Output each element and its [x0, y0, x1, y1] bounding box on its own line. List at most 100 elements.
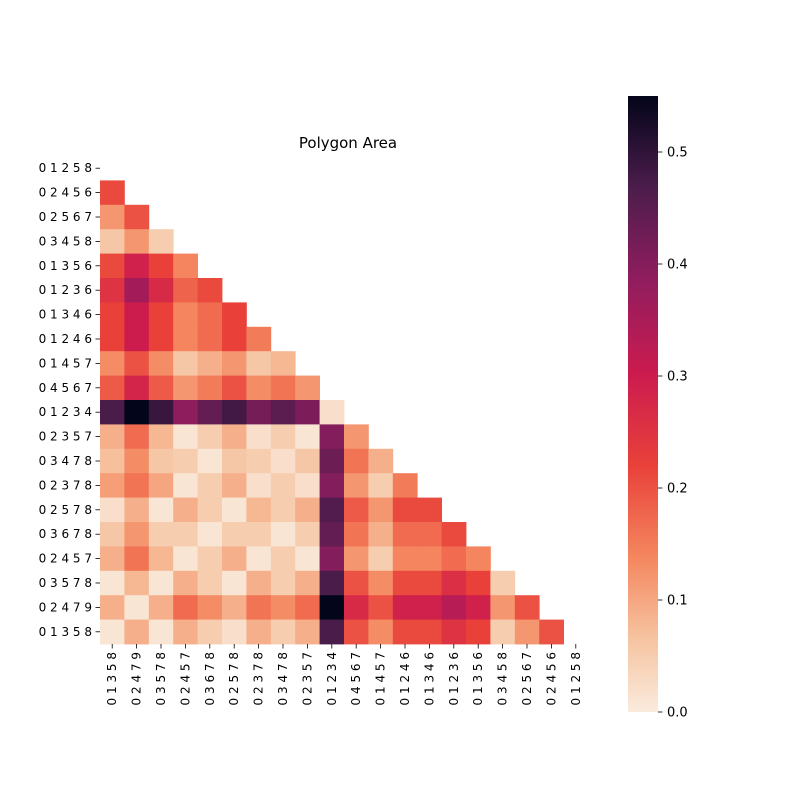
heatmap-cell: [124, 253, 150, 279]
heatmap-cell: [124, 229, 150, 254]
heatmap-cell: [319, 619, 345, 645]
heatmap-cell: [344, 595, 369, 620]
heatmap-cell: [319, 424, 345, 450]
row-tick-label: 0 2 4 5 6: [39, 186, 92, 200]
row-tick-labels: 0 1 2 5 8 0 2 4 5 6 0 2 5 6 7 0 3 4 5 8 0 1 …: [39, 161, 100, 639]
heatmap-cell: [319, 448, 345, 474]
heatmap-cell: [295, 448, 320, 474]
heatmap-cell: [173, 400, 198, 425]
row-tick-label: 0 2 5 6 7: [39, 210, 92, 224]
heatmap-cell: [295, 522, 320, 547]
heatmap-cell: [392, 595, 418, 620]
heatmap-cell: [270, 351, 296, 376]
heatmap-cell: [100, 473, 125, 498]
column-tick-label: 0 2 3 7 8: [252, 652, 266, 705]
heatmap-cell: [222, 302, 247, 328]
column-tick-label: 0 2 5 6 7: [520, 652, 534, 705]
heatmap-cell: [368, 522, 394, 547]
heatmap-cell: [368, 619, 394, 645]
heatmap-cell: [197, 473, 223, 498]
heatmap-cell: [197, 326, 223, 352]
heatmap-cell: [319, 570, 345, 596]
heatmap-cell: [100, 619, 125, 645]
heatmap-cell: [344, 448, 369, 474]
heatmap-cell: [539, 619, 564, 645]
heatmap-cell: [344, 619, 369, 645]
heatmap-cell: [100, 424, 125, 450]
heatmap-cell: [270, 424, 296, 450]
heatmap-cell: [392, 619, 418, 645]
heatmap-cell: [344, 497, 369, 523]
heatmap-cell: [197, 424, 223, 450]
heatmap-cell: [270, 546, 296, 572]
heatmap-cell: [222, 400, 247, 425]
heatmap-cell: [295, 400, 320, 425]
heatmap-cell: [295, 570, 320, 596]
row-tick-label: 0 2 5 7 8: [39, 503, 92, 517]
heatmap-cell: [124, 546, 150, 572]
heatmap-cell: [100, 546, 125, 572]
heatmap-cell: [148, 473, 174, 498]
heatmap-cell: [490, 570, 516, 596]
heatmap-cell: [368, 497, 394, 523]
heatmap-cell: [100, 570, 125, 596]
heatmap-cell: [295, 375, 320, 401]
column-tick-label: 0 1 2 5 8: [569, 652, 583, 705]
heatmap-cell: [173, 351, 198, 376]
heatmap-cell: [100, 278, 125, 303]
heatmap-cell: [466, 619, 491, 645]
heatmap-cell: [148, 326, 174, 352]
heatmap-cell: [124, 595, 150, 620]
heatmap-cell: [295, 424, 320, 450]
colorbar-tick-label: 0.1: [667, 594, 688, 609]
heatmap-cell: [124, 351, 150, 376]
heatmap-cell: [222, 448, 247, 474]
heatmap-cell: [319, 473, 345, 498]
heatmap-cell: [222, 619, 247, 645]
heatmap-cell: [222, 326, 247, 352]
heatmap-cell: [148, 302, 174, 328]
column-tick-label: 0 2 5 7 8: [227, 652, 241, 705]
row-tick-label: 0 1 3 4 6: [39, 308, 92, 322]
column-tick-label: 0 3 6 7 8: [203, 652, 217, 705]
heatmap-cell: [246, 400, 272, 425]
heatmap-cell: [246, 619, 272, 645]
heatmap-cell: [246, 351, 272, 376]
heatmap-cell: [417, 595, 442, 620]
heatmap-cell: [270, 473, 296, 498]
heatmap-cell: [124, 570, 150, 596]
heatmap-cell: [295, 595, 320, 620]
column-tick-label: 0 1 2 3 4: [325, 652, 339, 705]
heatmap-cell: [100, 253, 125, 279]
heatmap-cell: [173, 278, 198, 303]
row-tick-label: 0 2 4 5 7: [39, 552, 92, 566]
heatmap-cell: [148, 400, 174, 425]
row-tick-label: 0 3 5 7 8: [39, 576, 92, 590]
heatmap-cell: [197, 619, 223, 645]
column-tick-label: 0 2 3 5 7: [300, 652, 314, 705]
heatmap-cell: [148, 570, 174, 596]
heatmap-cell: [100, 595, 125, 620]
heatmap-cell: [344, 424, 369, 450]
heatmap-cell: [246, 473, 272, 498]
heatmap-cell: [270, 619, 296, 645]
heatmap-cell: [148, 253, 174, 279]
row-tick-label: 0 2 3 5 7: [39, 430, 92, 444]
heatmap-cell: [295, 497, 320, 523]
heatmap-cell: [270, 400, 296, 425]
heatmap-cell: [392, 546, 418, 572]
heatmap-cell: [100, 180, 125, 206]
heatmap-cell: [173, 253, 198, 279]
row-tick-label: 0 3 6 7 8: [39, 527, 92, 541]
heatmap-cell: [173, 473, 198, 498]
heatmap-cell: [466, 570, 491, 596]
heatmap-cell: [100, 229, 125, 254]
heatmap-cell: [246, 448, 272, 474]
heatmap-cell: [441, 522, 467, 547]
heatmap-cell: [441, 595, 467, 620]
heatmap-cell: [148, 546, 174, 572]
heatmap-cell: [148, 497, 174, 523]
heatmap-cell: [148, 448, 174, 474]
column-tick-label: 0 1 3 5 8: [105, 652, 119, 705]
